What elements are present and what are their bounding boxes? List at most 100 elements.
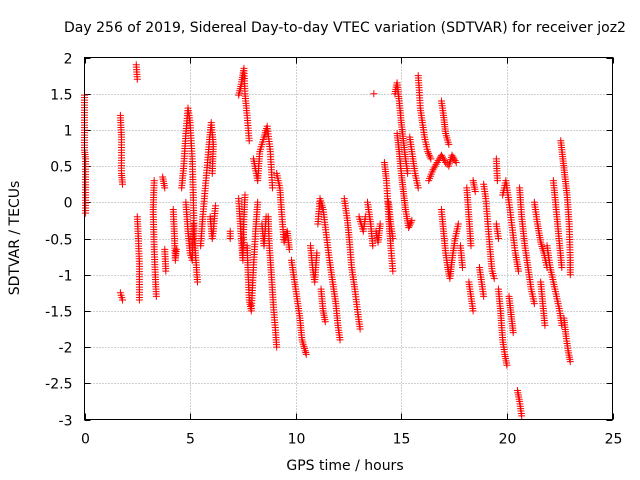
data-point bbox=[226, 227, 234, 235]
data-point bbox=[193, 278, 201, 286]
x-tick-label: 20 bbox=[499, 432, 517, 448]
data-point bbox=[469, 307, 477, 315]
x-tick-label: 0 bbox=[81, 432, 90, 448]
y-tick-label: 1 bbox=[64, 124, 73, 140]
data-point bbox=[566, 271, 574, 279]
axis-ticks: 2 1.5 1 0.5 0 -0.5 -1 -1.5 -2 -2.5 -3 0 5 10 15 20 25 bbox=[45, 52, 622, 448]
chart-title: Day 256 of 2019, Sidereal Day-to-day VTE… bbox=[64, 20, 626, 36]
y-tick-label: 2 bbox=[64, 52, 73, 68]
data-point bbox=[432, 160, 440, 168]
data-point bbox=[302, 350, 310, 358]
data-point bbox=[152, 292, 160, 300]
data-point bbox=[408, 216, 416, 224]
y-tick-label: -2.5 bbox=[45, 377, 72, 393]
data-point bbox=[245, 137, 253, 145]
data-point bbox=[119, 296, 127, 304]
data-point bbox=[445, 140, 453, 148]
data-point bbox=[405, 222, 413, 230]
data-point bbox=[135, 296, 143, 304]
data-point bbox=[407, 218, 415, 226]
data-point bbox=[566, 358, 574, 366]
x-tick-label: 10 bbox=[288, 432, 306, 448]
data-point bbox=[433, 158, 441, 166]
x-axis-label: GPS time / hours bbox=[286, 458, 403, 474]
data-point bbox=[82, 209, 90, 217]
y-tick-label: 1.5 bbox=[50, 88, 72, 104]
data-point bbox=[442, 158, 450, 166]
data-point bbox=[161, 184, 169, 192]
data-point bbox=[302, 349, 310, 357]
data-point bbox=[503, 361, 511, 369]
y-axis-label: SDTVAR / TECUs bbox=[7, 181, 23, 296]
data-point bbox=[414, 184, 422, 192]
data-point bbox=[133, 75, 141, 83]
data-point bbox=[404, 169, 412, 177]
data-point bbox=[405, 224, 413, 232]
grid-lines bbox=[84, 57, 613, 420]
data-point bbox=[448, 151, 456, 159]
data-point bbox=[430, 164, 438, 172]
data-point bbox=[451, 157, 459, 165]
data-point bbox=[301, 347, 309, 355]
data-point bbox=[480, 292, 488, 300]
data-point bbox=[441, 157, 449, 165]
data-point bbox=[509, 329, 517, 337]
y-tick-label: 0.5 bbox=[50, 160, 72, 176]
data-point bbox=[450, 155, 458, 163]
data-point bbox=[431, 162, 439, 170]
data-point bbox=[530, 300, 538, 308]
data-point bbox=[518, 412, 526, 420]
y-tick-label: -0.5 bbox=[45, 233, 72, 249]
data-point bbox=[471, 187, 479, 195]
data-point bbox=[172, 245, 180, 253]
data-point bbox=[119, 180, 127, 188]
y-tick-label: -2 bbox=[59, 341, 73, 357]
data-point bbox=[268, 184, 276, 192]
data-point bbox=[454, 220, 462, 228]
data-point bbox=[241, 191, 249, 199]
data-point bbox=[425, 151, 433, 159]
data-point bbox=[211, 202, 219, 210]
data-point bbox=[356, 325, 364, 333]
data-points bbox=[81, 61, 574, 420]
x-tick-label: 15 bbox=[393, 432, 411, 448]
data-point bbox=[189, 220, 197, 228]
data-point bbox=[321, 318, 329, 326]
data-point bbox=[541, 321, 549, 329]
data-point bbox=[494, 235, 502, 242]
data-point bbox=[370, 90, 378, 98]
data-point bbox=[389, 267, 397, 275]
data-point bbox=[389, 235, 397, 242]
data-point bbox=[467, 242, 475, 250]
data-point bbox=[440, 155, 448, 163]
y-tick-label: -3 bbox=[59, 414, 73, 430]
data-point bbox=[437, 151, 445, 159]
data-point bbox=[336, 336, 344, 344]
data-point bbox=[406, 220, 414, 228]
data-point bbox=[424, 149, 432, 157]
data-point bbox=[273, 343, 281, 351]
data-point bbox=[427, 155, 435, 163]
y-tick-label: -1.5 bbox=[45, 305, 72, 321]
data-point bbox=[449, 153, 457, 161]
data-point bbox=[426, 153, 434, 161]
data-point bbox=[313, 249, 321, 257]
plot-frame bbox=[84, 57, 613, 420]
data-point bbox=[438, 153, 446, 161]
data-point bbox=[429, 166, 437, 174]
data-point bbox=[254, 198, 262, 206]
data-point bbox=[285, 245, 293, 253]
data-point bbox=[558, 263, 566, 271]
data-point bbox=[208, 169, 216, 177]
x-tick-label: 25 bbox=[605, 432, 623, 448]
data-point bbox=[459, 263, 467, 271]
data-point bbox=[162, 267, 170, 275]
y-tick-label: -1 bbox=[59, 269, 73, 285]
x-tick-label: 5 bbox=[186, 432, 195, 448]
data-point bbox=[515, 267, 523, 275]
y-tick-label: 0 bbox=[64, 196, 73, 212]
data-point bbox=[424, 148, 432, 156]
data-point bbox=[376, 220, 384, 228]
data-point bbox=[369, 242, 377, 250]
